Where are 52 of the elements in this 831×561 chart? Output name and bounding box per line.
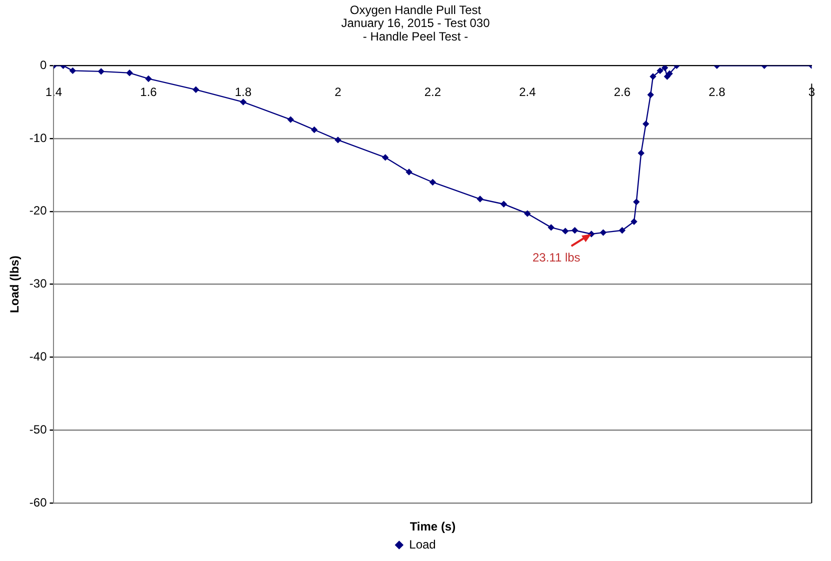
point — [311, 126, 318, 133]
y-tick-label: -50 — [29, 422, 48, 436]
point — [666, 70, 673, 77]
x-tick-label: 1.8 — [234, 85, 252, 100]
point — [287, 116, 294, 123]
point — [572, 227, 578, 234]
point — [382, 154, 388, 161]
point — [638, 150, 644, 156]
y-tick-label: 0 — [40, 58, 48, 72]
x-tick-label: 1.6 — [140, 85, 158, 100]
point — [642, 120, 649, 128]
y-tick-label: -40 — [29, 350, 48, 364]
point — [476, 196, 484, 202]
point — [633, 198, 640, 206]
text: - Handle Peel Test - — [362, 29, 468, 44]
point — [240, 98, 246, 106]
y-tick-label: -10 — [29, 130, 48, 145]
y-tick-label: -20 — [29, 204, 48, 218]
y-axis-title: Load (lbs) — [8, 256, 22, 313]
point — [430, 179, 436, 186]
point — [98, 68, 104, 75]
point — [70, 68, 76, 74]
point — [630, 218, 638, 225]
text: Oxygen Handle Pull Test — [350, 2, 482, 17]
x-tick-label: 1.4 — [45, 85, 62, 100]
text: January 16, 2015 - Test 030 — [341, 16, 490, 30]
point — [334, 136, 342, 144]
point — [524, 210, 531, 217]
x-tick-label: 2.2 — [424, 85, 442, 100]
x-axis-title: Time (s) — [410, 519, 456, 534]
x-tick-label: 2.8 — [708, 85, 726, 100]
point — [664, 73, 670, 80]
legend-label: Load — [409, 537, 436, 552]
point — [126, 70, 133, 76]
point — [619, 227, 626, 234]
point — [656, 68, 664, 74]
annotation: 23.11 lbs — [532, 250, 580, 264]
x-tick-label: 2 — [334, 85, 342, 100]
point — [562, 228, 568, 234]
point — [500, 201, 507, 208]
point — [648, 92, 654, 98]
point — [406, 168, 412, 176]
point — [192, 86, 199, 93]
point — [600, 229, 606, 236]
y-tick-label: -30 — [29, 276, 48, 291]
y-tick-label: -60 — [29, 495, 48, 510]
x-tick-label: 2.6 — [614, 85, 631, 100]
point — [650, 73, 656, 80]
point — [548, 224, 554, 231]
point — [145, 76, 152, 82]
point — [662, 66, 668, 71]
x-tick-label: 2.4 — [519, 85, 536, 100]
